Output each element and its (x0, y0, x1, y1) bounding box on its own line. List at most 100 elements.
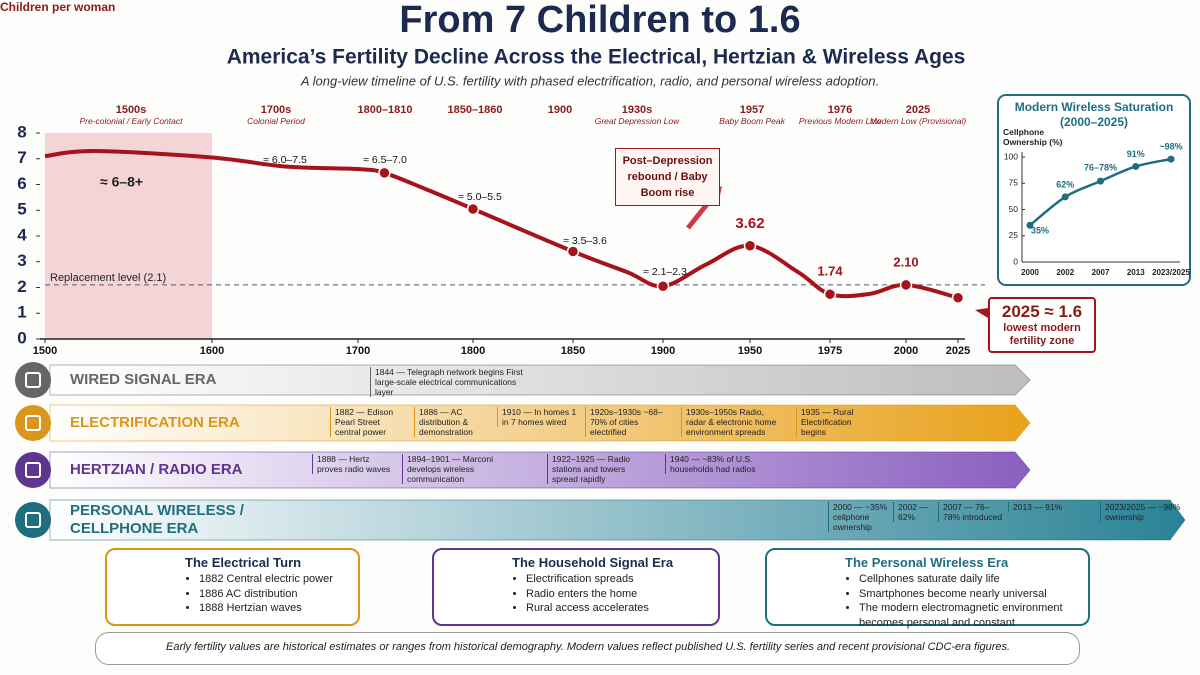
x-tick-label: 1950 (738, 345, 762, 357)
y-tick-label: 5 (17, 200, 26, 219)
era-band (49, 364, 1031, 396)
y-tick-label: 7 (17, 148, 26, 167)
range-label: ≈ 5.0–5.5 (458, 191, 502, 203)
period: 1930s Great Depression Low (582, 104, 692, 126)
era-event: 2007 — 76–78% introduced (938, 502, 1003, 522)
period-subtitle: Previous Modern Low (798, 116, 882, 126)
era-event: 2013 — 91% (1008, 502, 1063, 512)
period-title: 1500s (115, 104, 147, 116)
period-subtitle: Colonial Period (247, 116, 305, 126)
card-title: The Personal Wireless Era (845, 555, 1009, 570)
range-label: ≈ 6.0–7.5 (263, 154, 307, 166)
era-name: WIRED SIGNAL ERA (70, 371, 217, 388)
value-label: 2.10 (893, 254, 918, 269)
y-tick-label: 0 (17, 328, 26, 347)
period: 1500s Pre-colonial / Early Contact (76, 104, 186, 126)
era-icon-glyph (25, 462, 41, 478)
era-band (49, 404, 1031, 442)
point (656, 279, 670, 293)
inset-value-label: 76–78% (1084, 163, 1117, 173)
inset-y-tick-label: 75 (1009, 178, 1019, 188)
callout-text: lowest modern fertility zone (1003, 322, 1081, 347)
inset-point (1167, 155, 1175, 163)
period: 2025 Modern Low (Provisional) (863, 104, 973, 126)
era-event: 1888 — Hertz proves radio waves (312, 454, 397, 474)
callout: Post–Depression rebound / Baby Boom rise (615, 148, 720, 206)
period-title: 1850–1860 (447, 104, 503, 116)
period-title: 1800–1810 (357, 104, 413, 116)
era-event: 2002 — 62% (893, 502, 935, 522)
y-tick-label: 6 (17, 174, 26, 193)
era-event: 1940 — ~83% of U.S. households had radio… (665, 454, 760, 474)
x-tick-label: 1800 (461, 345, 485, 357)
y-tick-label: 8 (17, 122, 26, 141)
y-tick-label: 2 (17, 277, 26, 296)
era-event: 1935 — Rural Electrification begins (796, 407, 876, 437)
inset-point (1097, 177, 1104, 185)
era-name: HERTZIAN / RADIO ERA (70, 461, 243, 478)
card-title: The Electrical Turn (185, 555, 302, 570)
range-label: ≈ 6.5–7.0 (363, 154, 407, 166)
point (466, 202, 480, 216)
card-list: Cellphones saturate daily lifeSmartphone… (845, 572, 1080, 630)
era-event: 1844 — Telegraph network begins First la… (370, 367, 530, 397)
point (899, 278, 913, 292)
era-name: PERSONAL WIRELESS / CELLPHONE ERA (70, 502, 244, 537)
card-bullet: 1882 Central electric power (199, 572, 350, 587)
point (743, 239, 757, 253)
period-title: 2025 (905, 104, 931, 116)
era-event: 1930s–1950s Radio, radar & electronic ho… (681, 407, 786, 437)
card-bullet: The modern electromagnetic environment b… (859, 601, 1080, 630)
inset-title: Modern Wireless Saturation (2000–2025) (1014, 100, 1174, 129)
x-tick-label: 2025 (946, 345, 970, 357)
period-title: 1700s (260, 104, 292, 116)
inset-value-label: ~98% (1159, 141, 1182, 151)
range-label: ≈ 2.1–2.3 (643, 266, 687, 278)
inset-y-tick-label: 50 (1009, 204, 1019, 214)
period-subtitle: Modern Low (Provisional) (869, 116, 967, 126)
inset-x-tick-label: 2013 (1127, 268, 1145, 277)
era-event: 1920s–1930s ~68–70% of cities electrifie… (585, 407, 670, 437)
inset-point (1026, 221, 1034, 229)
value-label: 3.62 (735, 215, 764, 232)
inset-x-tick-label: 2002 (1056, 268, 1074, 277)
period: 1976 Previous Modern Low (785, 104, 895, 126)
inset-x-tick-label: 2023/2025 (1152, 268, 1190, 277)
x-tick-label: 1700 (346, 345, 370, 357)
era-icon (15, 405, 51, 441)
x-tick-label: 1975 (818, 345, 842, 357)
era-event: 1910 — In homes 1 in 7 homes wired (497, 407, 577, 427)
period: 1957 Baby Boom Peak (697, 104, 807, 126)
x-tick-label: 1900 (651, 345, 675, 357)
era-icon (15, 362, 51, 398)
inset-frame (997, 94, 1191, 286)
x-tick-label: 1600 (200, 345, 224, 357)
card: The Electrical Turn 1882 Central electric… (105, 548, 360, 626)
inset-point (1061, 193, 1069, 201)
x-tick-label: 1850 (561, 345, 585, 357)
inset-y-tick-label: 25 (1009, 230, 1019, 240)
era-icon (15, 502, 51, 538)
era-icon-glyph (25, 512, 41, 528)
period: 1700s Colonial Period (221, 104, 331, 126)
inset-x-tick-label: 2007 (1092, 268, 1110, 277)
period-title: 1900 (547, 104, 573, 116)
y-tick-label: 1 (17, 303, 26, 322)
era-band (49, 451, 1031, 489)
replacement-label: Replacement level (2.1) (50, 272, 166, 284)
period-title: 1976 (827, 104, 853, 116)
x-tick-label: 1500 (33, 345, 57, 357)
card-bullet: Radio enters the home (526, 587, 710, 602)
period-title: 1957 (739, 104, 765, 116)
callout: 2025 ≈ 1.6 lowest modern fertility zone (988, 297, 1096, 353)
card-bullet: 1886 AC distribution (199, 587, 350, 602)
period-title: 1930s (621, 104, 653, 116)
y-axis-title: Children per woman (0, 0, 116, 14)
callout-title: 2025 ≈ 1.6 (1001, 302, 1083, 321)
card: The Personal Wireless Era Cellphones satu… (765, 548, 1090, 629)
inset-value-label: 62% (1056, 179, 1074, 189)
y-tick-label: 4 (17, 225, 27, 244)
era-icon-glyph (25, 372, 41, 388)
